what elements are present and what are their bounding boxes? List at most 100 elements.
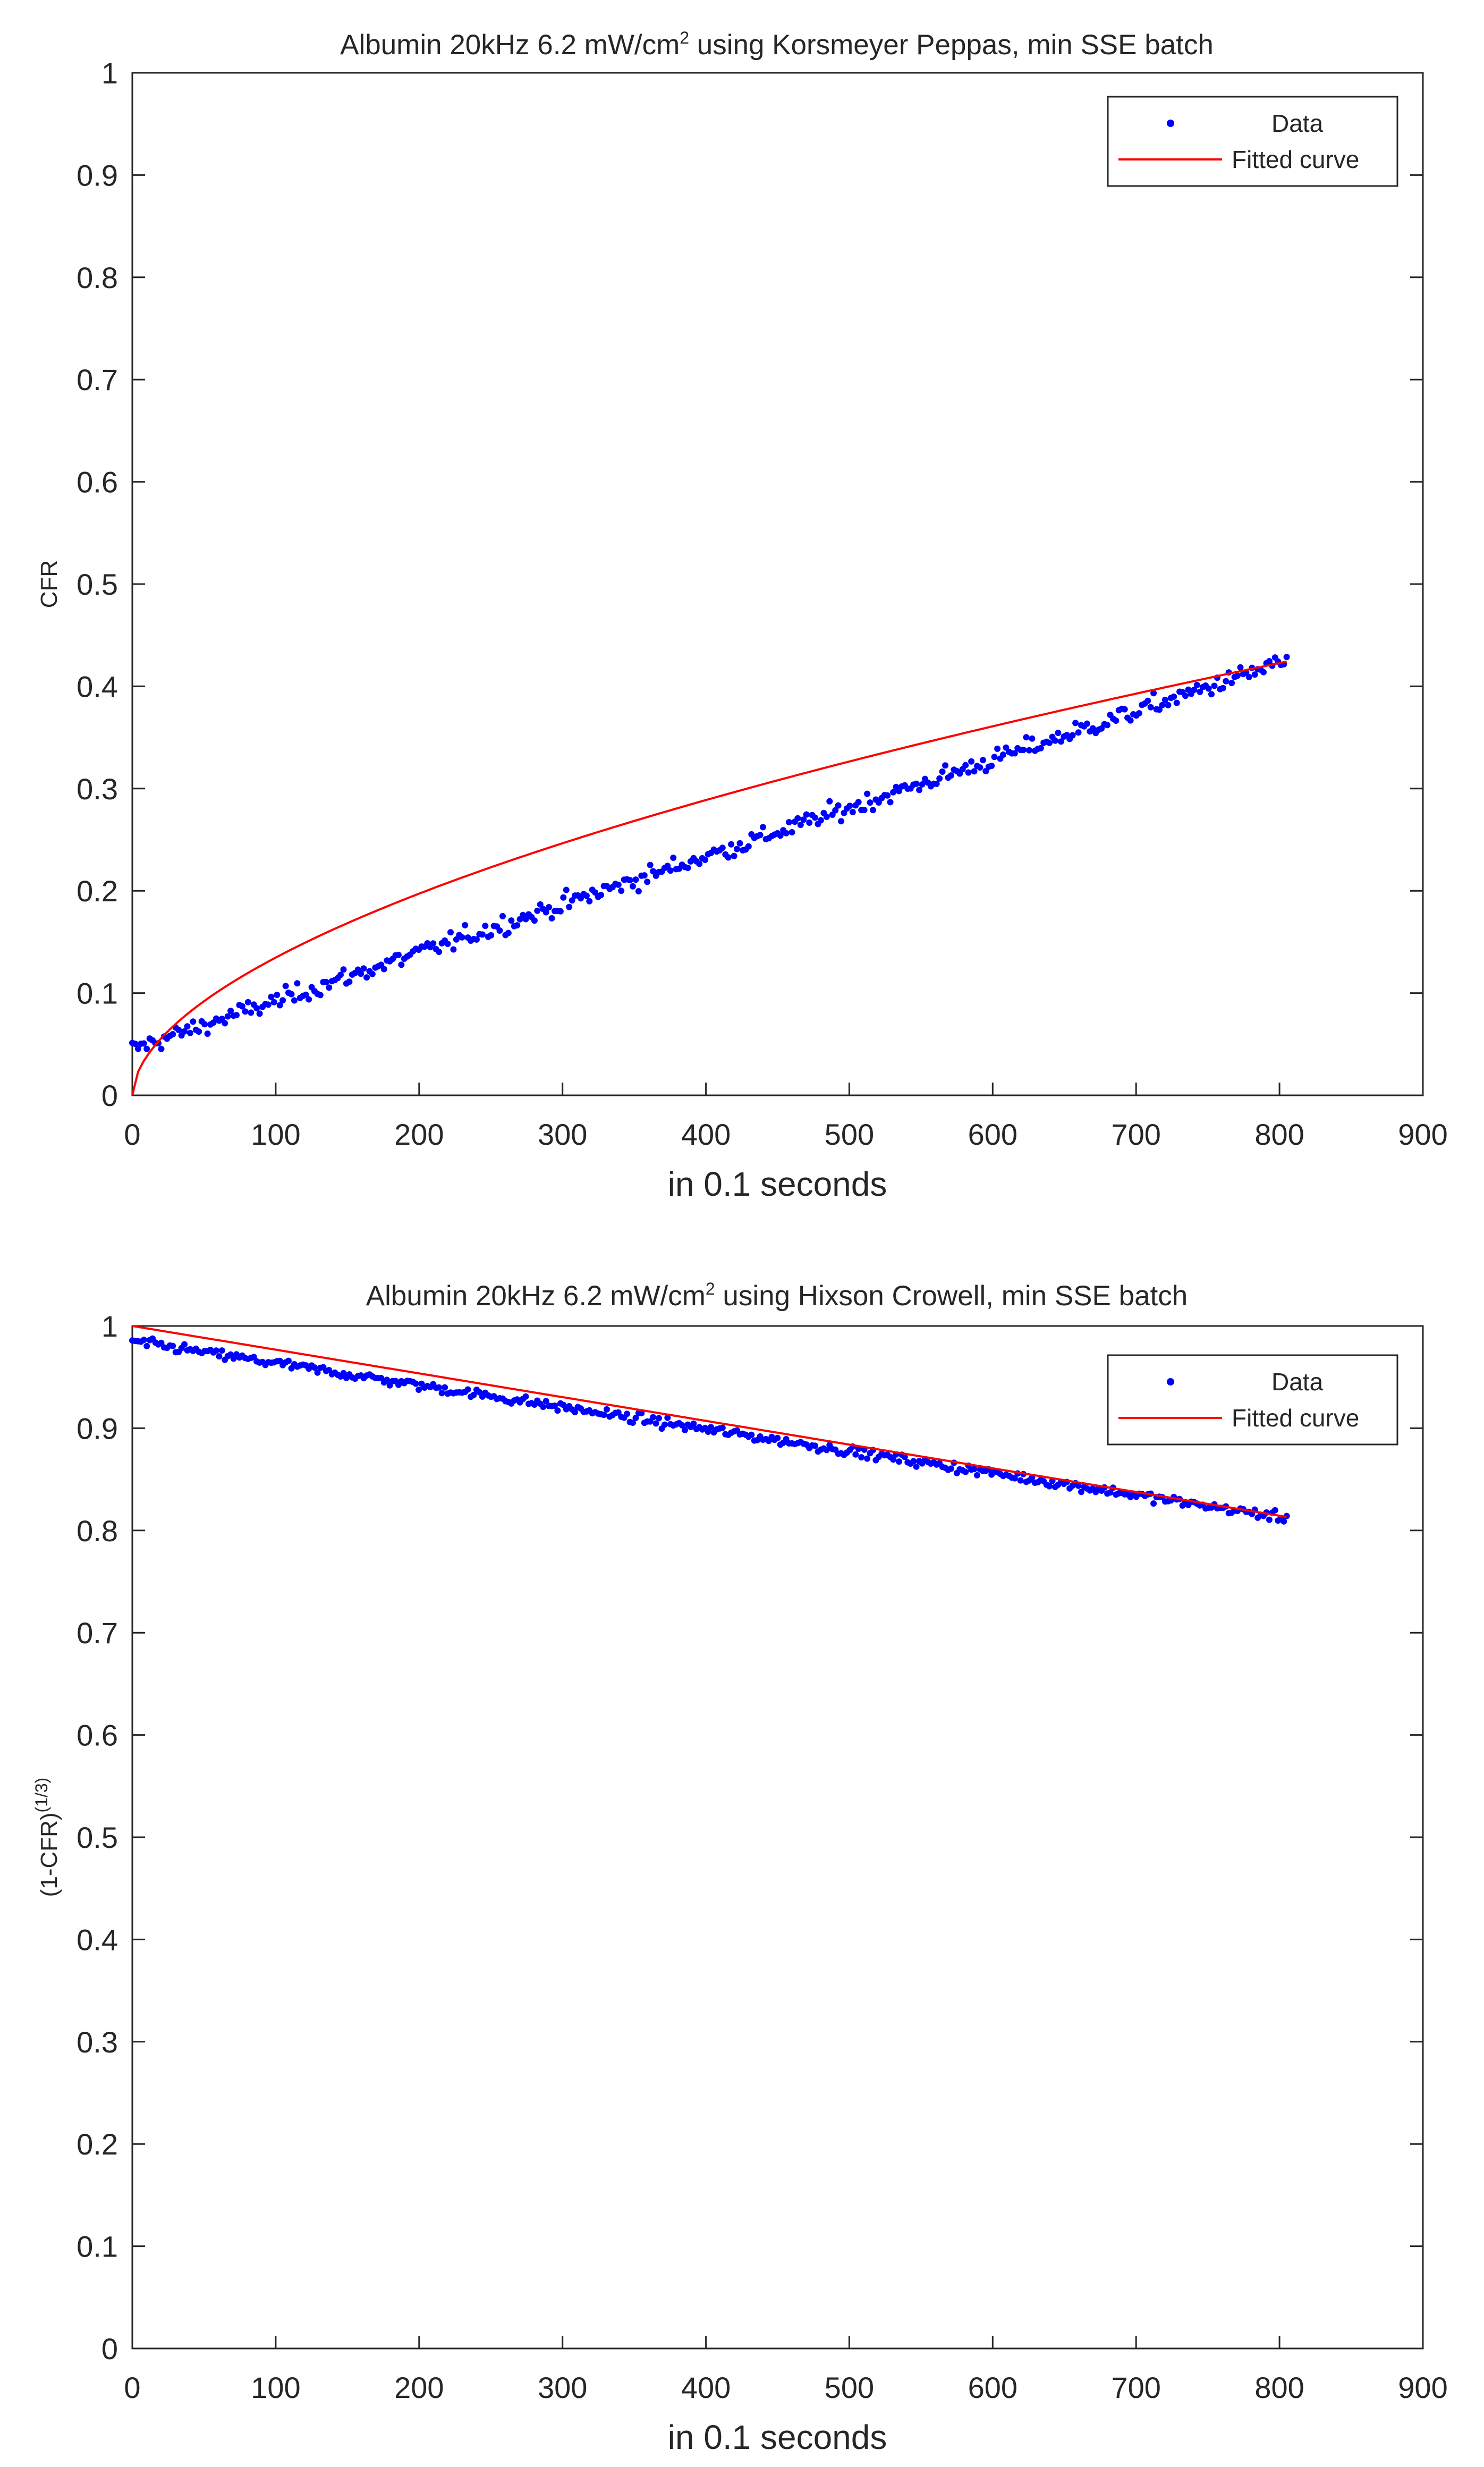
y-tick-label: 0.5: [77, 568, 118, 601]
data-point: [363, 974, 370, 981]
data-point: [1271, 1507, 1278, 1514]
data-point: [890, 789, 897, 796]
data-point: [1011, 750, 1018, 757]
data-point: [442, 1384, 448, 1391]
data-point: [1193, 681, 1200, 688]
data-point: [285, 1357, 292, 1364]
data-point: [248, 1009, 255, 1016]
data-point: [684, 865, 691, 871]
data-point: [630, 883, 636, 890]
data-point: [731, 852, 737, 859]
x-axis-ticks: 0 100 200 300 400 500 600 700 800 900: [124, 2336, 1448, 2404]
data-point: [242, 1008, 249, 1015]
data-point: [786, 819, 792, 826]
data-point: [1037, 745, 1044, 751]
data-point: [447, 929, 454, 936]
data-point: [224, 1013, 231, 1020]
data-point: [968, 758, 975, 765]
y-tick-label: 0.4: [77, 670, 118, 703]
data-point: [861, 807, 868, 814]
data-point: [276, 1002, 283, 1009]
data-point: [1055, 730, 1062, 736]
data-point: [534, 907, 541, 914]
data-point: [412, 1380, 419, 1387]
data-point: [1046, 1483, 1053, 1490]
data-point: [939, 768, 946, 775]
data-point: [1113, 717, 1120, 724]
data-point: [369, 970, 376, 977]
data-point: [823, 814, 830, 820]
data-point: [777, 832, 784, 839]
data-point: [774, 1434, 781, 1441]
data-point: [184, 1023, 191, 1030]
data-point: [1083, 720, 1090, 727]
data-point: [962, 762, 969, 768]
data-point: [948, 772, 954, 779]
x-tick-label: 300: [538, 2371, 587, 2404]
data-point: [600, 1412, 607, 1418]
data-point: [306, 996, 312, 1003]
data-point: [901, 1454, 908, 1460]
data-point: [1072, 720, 1079, 726]
x-tick-label: 200: [394, 2371, 444, 2404]
data-point: [1197, 688, 1203, 695]
data-point: [650, 1414, 657, 1421]
data-point: [1011, 1475, 1018, 1482]
y-tick-label: 0.4: [77, 1923, 118, 1956]
data-point: [838, 818, 845, 825]
legend: Data Fitted curve: [1107, 1354, 1398, 1446]
data-point: [546, 904, 553, 910]
data-point: [548, 915, 555, 922]
data-point: [216, 1353, 223, 1360]
data-point: [638, 1410, 645, 1417]
data-point: [823, 1447, 830, 1454]
data-point: [186, 1029, 193, 1036]
data-point: [566, 903, 573, 910]
x-tick-label: 800: [1254, 1118, 1304, 1151]
data-point: [745, 843, 752, 850]
legend: Data Fitted curve: [1107, 96, 1398, 187]
y-axis-label: CFR: [36, 560, 62, 608]
data-point: [1281, 1518, 1287, 1525]
y-tick-label: 0.5: [77, 1821, 118, 1854]
data-point: [314, 1369, 321, 1376]
data-point: [661, 1421, 668, 1428]
data-point: [1075, 729, 1082, 736]
data-point: [647, 861, 654, 868]
data-point: [233, 1012, 240, 1019]
data-point: [1228, 680, 1235, 687]
data-point: [812, 1442, 818, 1449]
data-point: [760, 824, 766, 831]
data-point: [852, 1451, 859, 1458]
data-point: [719, 1424, 726, 1431]
data-point: [896, 1458, 902, 1465]
data-point: [384, 1376, 391, 1383]
data-point: [140, 1337, 147, 1344]
data-point: [218, 1347, 225, 1354]
data-point: [708, 1424, 714, 1431]
data-point: [1023, 734, 1030, 741]
legend-data-marker: [1167, 1378, 1174, 1385]
y-tick-label: 0.8: [77, 261, 118, 294]
data-point: [783, 830, 790, 837]
data-point: [916, 787, 923, 793]
data-point: [1135, 710, 1142, 717]
data-point: [826, 798, 833, 805]
data-point: [1283, 654, 1290, 661]
data-point: [971, 768, 978, 775]
chart-korsmeyer-peppas: Albumin 20kHz 6.2 mW/cm2 using Korsmeyer…: [36, 28, 1448, 1203]
data-point: [311, 1364, 318, 1371]
data-point: [1171, 693, 1177, 700]
x-tick-label: 100: [251, 1118, 300, 1151]
data-point: [690, 1420, 697, 1427]
data-point: [181, 1341, 188, 1348]
data-point: [1223, 678, 1229, 685]
data-point: [635, 888, 642, 894]
data-point: [222, 1020, 228, 1027]
y-tick-label: 0.8: [77, 1514, 118, 1548]
data-point: [1237, 664, 1244, 671]
data-point: [282, 983, 289, 990]
y-tick-label: 1: [101, 56, 118, 90]
fitted-curve: [132, 1325, 1287, 1518]
data-point: [812, 814, 818, 821]
